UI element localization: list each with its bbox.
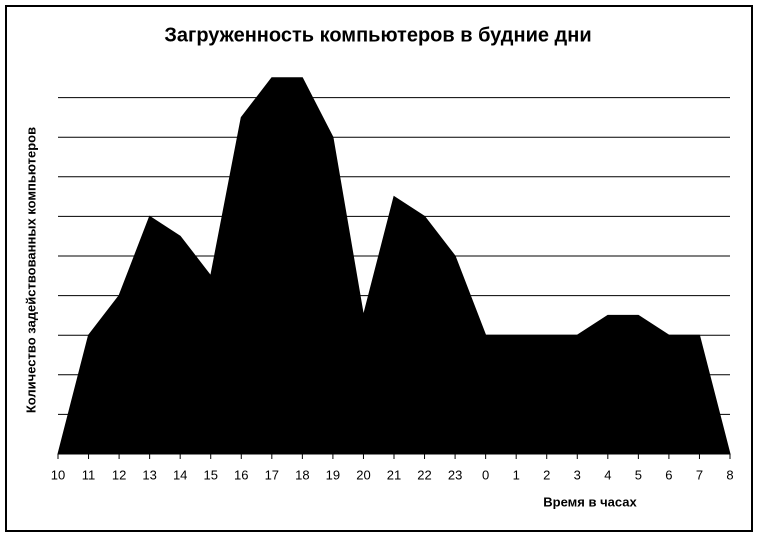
x-tick-label: 20 bbox=[356, 467, 370, 482]
x-tick-label: 13 bbox=[142, 467, 156, 482]
x-tick-label: 8 bbox=[726, 467, 733, 482]
x-tick-label: 11 bbox=[82, 467, 96, 482]
x-tick-label: 2 bbox=[543, 467, 550, 482]
x-tick-label: 0 bbox=[482, 467, 489, 482]
x-tick-label: 19 bbox=[326, 467, 340, 482]
x-tick-label: 16 bbox=[234, 467, 248, 482]
x-tick-label: 18 bbox=[295, 467, 309, 482]
x-tick-label: 6 bbox=[665, 467, 672, 482]
x-tick-label: 23 bbox=[448, 467, 462, 482]
x-tick-label: 15 bbox=[203, 467, 217, 482]
x-tick-label: 10 bbox=[51, 467, 65, 482]
x-axis-label: Время в часах bbox=[543, 494, 637, 509]
area bbox=[57, 77, 731, 455]
x-tick-label: 4 bbox=[604, 467, 611, 482]
x-tick-label: 5 bbox=[635, 467, 642, 482]
x-tick-label: 1 bbox=[513, 467, 520, 482]
x-tick-label: 14 bbox=[173, 467, 187, 482]
x-tick-label: 3 bbox=[574, 467, 581, 482]
x-tick-label: 17 bbox=[265, 467, 279, 482]
x-tick-label: 7 bbox=[696, 467, 703, 482]
x-tick-label: 12 bbox=[112, 467, 126, 482]
x-tick-label: 22 bbox=[417, 467, 431, 482]
x-tick-label: 21 bbox=[387, 467, 401, 482]
y-axis-label: Количество задействованных компьютеров bbox=[23, 127, 38, 413]
chart-title: Загруженность компьютеров в будние дни bbox=[164, 24, 591, 46]
